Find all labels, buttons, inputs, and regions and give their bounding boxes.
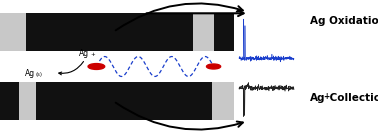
Text: Ag: Ag bbox=[79, 49, 89, 58]
Bar bbox=[26, 13, 193, 51]
Text: Ag: Ag bbox=[25, 69, 35, 78]
Circle shape bbox=[88, 64, 105, 69]
Text: Ag: Ag bbox=[310, 93, 325, 103]
Bar bbox=[214, 13, 234, 51]
Text: (s): (s) bbox=[35, 72, 42, 77]
Bar bbox=[0, 82, 234, 120]
Text: +: + bbox=[90, 51, 95, 57]
Text: +: + bbox=[323, 92, 330, 101]
Circle shape bbox=[206, 64, 221, 69]
FancyArrowPatch shape bbox=[59, 61, 84, 75]
Bar bbox=[36, 82, 212, 120]
Bar bbox=[19, 82, 36, 120]
Bar bbox=[212, 82, 234, 120]
Bar bbox=[193, 13, 214, 51]
Bar bbox=[0, 13, 234, 51]
Text: Collection: Collection bbox=[326, 93, 378, 103]
Text: Ag Oxidation: Ag Oxidation bbox=[310, 16, 378, 26]
Bar bbox=[0, 82, 19, 120]
